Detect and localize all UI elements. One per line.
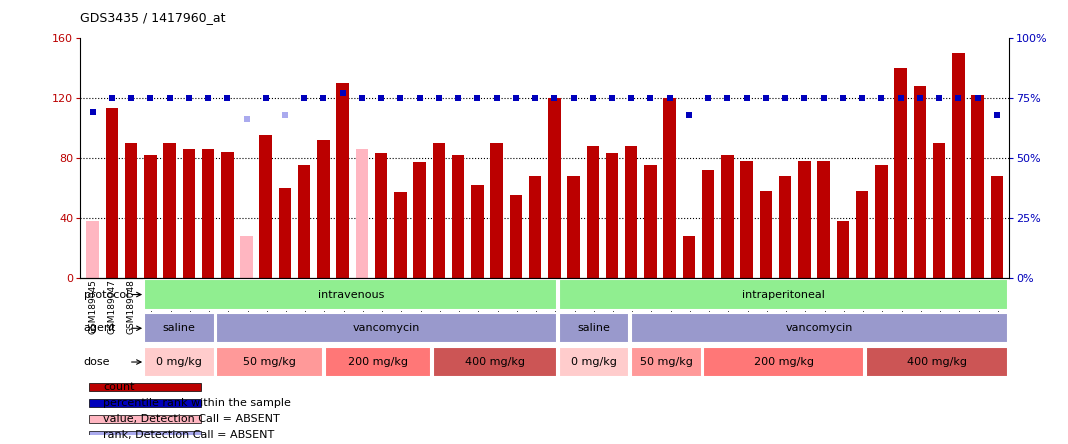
Text: saline: saline	[163, 323, 195, 333]
Bar	[836, 221, 849, 278]
Bar	[625, 146, 638, 278]
Bar	[298, 165, 311, 278]
Bar	[932, 143, 945, 278]
Bar	[144, 279, 557, 310]
Text: vancomycin: vancomycin	[354, 323, 421, 333]
Bar	[452, 155, 465, 278]
Text: 50 mg/kg: 50 mg/kg	[244, 357, 296, 367]
Bar	[817, 161, 830, 278]
Bar	[682, 236, 695, 278]
Bar	[567, 176, 580, 278]
Text: 0 mg/kg: 0 mg/kg	[156, 357, 202, 367]
Bar	[144, 313, 215, 344]
Bar	[221, 152, 234, 278]
Bar	[183, 149, 195, 278]
Bar	[529, 176, 541, 278]
Bar	[952, 53, 964, 278]
Bar	[875, 165, 888, 278]
Text: 50 mg/kg: 50 mg/kg	[640, 357, 693, 367]
Bar	[87, 221, 99, 278]
Text: 400 mg/kg: 400 mg/kg	[907, 357, 968, 367]
Text: 200 mg/kg: 200 mg/kg	[754, 357, 814, 367]
Bar	[106, 108, 119, 278]
Text: 0 mg/kg: 0 mg/kg	[571, 357, 617, 367]
Bar	[990, 176, 1003, 278]
Bar	[433, 347, 557, 377]
Bar	[90, 399, 201, 407]
Bar	[163, 143, 176, 278]
Text: intraperitoneal: intraperitoneal	[742, 289, 826, 300]
Bar	[336, 83, 349, 278]
Bar	[704, 347, 864, 377]
Text: percentile rank within the sample: percentile rank within the sample	[104, 398, 292, 408]
Bar	[560, 279, 1008, 310]
Bar	[586, 146, 599, 278]
Bar	[721, 155, 734, 278]
Bar	[644, 165, 657, 278]
Bar	[740, 161, 753, 278]
Bar	[260, 135, 272, 278]
Bar	[217, 313, 557, 344]
Bar	[490, 143, 503, 278]
Bar	[779, 176, 791, 278]
Bar	[606, 153, 618, 278]
Text: GDS3435 / 1417960_at: GDS3435 / 1417960_at	[80, 12, 225, 24]
Text: intravenous: intravenous	[317, 289, 383, 300]
Bar	[125, 143, 138, 278]
Text: value, Detection Call = ABSENT: value, Detection Call = ABSENT	[104, 414, 280, 424]
Bar	[866, 347, 1008, 377]
Bar	[325, 347, 431, 377]
Bar	[702, 170, 714, 278]
Bar	[413, 162, 426, 278]
Bar	[855, 190, 868, 278]
Bar	[144, 347, 215, 377]
Bar	[560, 347, 629, 377]
Text: rank, Detection Call = ABSENT: rank, Detection Call = ABSENT	[104, 429, 274, 440]
Bar	[471, 185, 484, 278]
Text: count: count	[104, 382, 135, 392]
Bar	[90, 431, 201, 439]
Text: dose: dose	[83, 357, 110, 367]
Bar	[217, 347, 323, 377]
Bar	[90, 415, 201, 423]
Bar	[913, 86, 926, 278]
Bar	[798, 161, 811, 278]
Bar	[317, 140, 330, 278]
Bar	[144, 155, 157, 278]
Text: 400 mg/kg: 400 mg/kg	[465, 357, 525, 367]
Text: saline: saline	[578, 323, 611, 333]
Bar	[548, 98, 561, 278]
Bar	[560, 313, 629, 344]
Bar	[356, 149, 368, 278]
Bar	[631, 313, 1008, 344]
Bar	[509, 195, 522, 278]
Text: agent: agent	[83, 323, 116, 333]
Bar	[894, 68, 907, 278]
Text: vancomycin: vancomycin	[786, 323, 853, 333]
Bar	[90, 383, 201, 391]
Bar	[279, 188, 292, 278]
Bar	[240, 236, 253, 278]
Bar	[375, 153, 388, 278]
Bar	[759, 190, 772, 278]
Bar	[631, 347, 702, 377]
Bar	[394, 192, 407, 278]
Bar	[971, 95, 984, 278]
Bar	[202, 149, 215, 278]
Text: protocol: protocol	[83, 289, 129, 300]
Text: 200 mg/kg: 200 mg/kg	[348, 357, 408, 367]
Bar	[663, 98, 676, 278]
Bar	[433, 143, 445, 278]
